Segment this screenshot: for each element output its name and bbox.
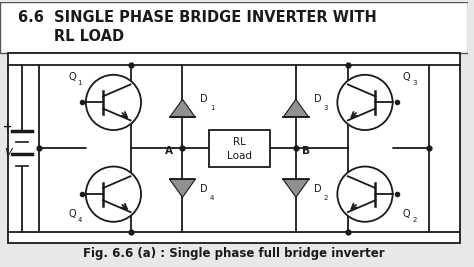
Text: Q: Q — [68, 209, 76, 219]
Text: D: D — [314, 184, 321, 194]
Text: D: D — [200, 94, 208, 104]
Polygon shape — [170, 99, 195, 117]
Text: Fig. 6.6 (a) : Single phase full bridge inverter: Fig. 6.6 (a) : Single phase full bridge … — [83, 247, 384, 260]
Text: A: A — [164, 146, 173, 156]
Text: 4: 4 — [210, 195, 214, 201]
FancyBboxPatch shape — [8, 53, 460, 244]
Polygon shape — [170, 179, 195, 197]
Text: 6.6  SINGLE PHASE BRIDGE INVERTER WITH: 6.6 SINGLE PHASE BRIDGE INVERTER WITH — [18, 10, 376, 25]
Circle shape — [337, 75, 392, 130]
Text: Load: Load — [227, 151, 252, 161]
Text: B: B — [302, 146, 310, 156]
Text: D: D — [314, 94, 321, 104]
Text: RL LOAD: RL LOAD — [18, 29, 124, 44]
Text: D: D — [200, 184, 208, 194]
FancyBboxPatch shape — [209, 129, 270, 167]
Polygon shape — [283, 179, 309, 197]
Text: Q: Q — [68, 72, 76, 82]
Text: 3: 3 — [412, 80, 417, 86]
Text: +: + — [3, 121, 12, 132]
Text: 3: 3 — [324, 105, 328, 111]
Text: V: V — [4, 148, 12, 158]
Text: RL: RL — [233, 137, 246, 147]
Circle shape — [86, 167, 141, 222]
Text: 1: 1 — [78, 80, 82, 86]
Text: 2: 2 — [324, 195, 328, 201]
Text: Q: Q — [402, 209, 410, 219]
Circle shape — [86, 75, 141, 130]
Text: 1: 1 — [210, 105, 215, 111]
Circle shape — [337, 167, 392, 222]
Text: Q: Q — [402, 72, 410, 82]
Text: 4: 4 — [78, 217, 82, 223]
Polygon shape — [283, 99, 309, 117]
FancyBboxPatch shape — [0, 2, 467, 53]
Text: 2: 2 — [412, 217, 417, 223]
